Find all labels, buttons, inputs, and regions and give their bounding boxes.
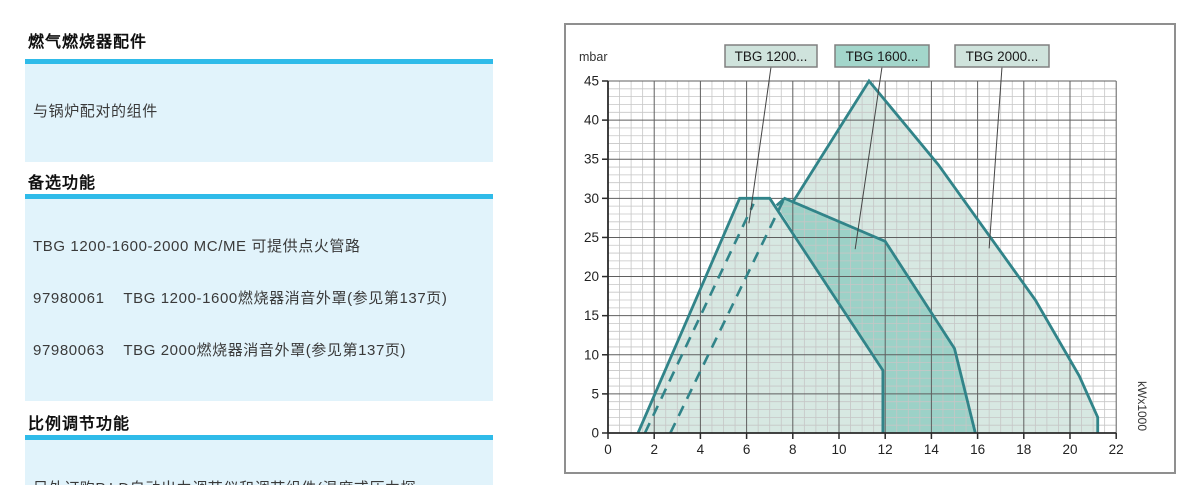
heading-proportional-control: 比例调节功能 <box>28 416 131 433</box>
x-tick-label: 4 <box>697 442 705 457</box>
y-tick-label: 5 <box>591 386 599 401</box>
spec-text-panel: 燃气燃烧器配件 与锅炉配对的组件 备选功能 TBG 1200-1600-2000… <box>25 28 493 485</box>
series-label-box-TBG 1200... <box>724 44 818 68</box>
x-tick-label: 14 <box>924 442 940 457</box>
series-outline-TBG 1200... <box>636 196 885 434</box>
y-axis-unit-label: mbar <box>579 50 607 64</box>
y-tick-label: 20 <box>584 269 599 284</box>
series-dashed-edge-TBG 1600... <box>669 199 785 434</box>
x-tick-label: 22 <box>1109 442 1124 457</box>
intro-block: 与锅炉配对的组件 <box>25 64 493 162</box>
series-outline-TBG 1600... <box>775 196 977 434</box>
optional-line: TBG 1200-1600-2000 MC/ME 可提供点火管路 <box>33 238 361 255</box>
proportional-text: 另外订购P.I.D自动出力调节仪和调节组件(温度或压力探 头)，燃烧器即可实现比… <box>33 479 487 485</box>
page-title: 燃气燃烧器配件 <box>28 34 148 51</box>
x-tick-label: 20 <box>1062 442 1077 457</box>
series-outline-TBG 2000... <box>791 78 1100 433</box>
section-divider-bar <box>25 59 493 64</box>
y-tick-label: 30 <box>584 191 599 206</box>
series-label-text: TBG 1200... <box>735 49 808 64</box>
section-divider-bar <box>25 435 493 440</box>
y-tick-label: 15 <box>584 308 599 323</box>
y-tick-label: 35 <box>584 152 599 167</box>
x-tick-label: 16 <box>970 442 985 457</box>
x-tick-label: 2 <box>650 442 658 457</box>
heading-optional-features: 备选功能 <box>28 175 97 192</box>
y-tick-label: 10 <box>584 347 599 362</box>
x-axis-unit-label: kWx1000 <box>1135 381 1149 431</box>
series-label-text: TBG 2000... <box>966 49 1039 64</box>
y-tick-label: 40 <box>584 113 599 128</box>
label-leader-line <box>988 66 1003 249</box>
working-field-chart-frame: 0 5 10 15 20 25 30 35 40 45 0 2 4 6 8 10 12 14 16 18 20 22 mba… <box>564 23 1176 474</box>
label-leader-line <box>748 66 772 224</box>
series-label-box-TBG 1600... <box>834 44 930 68</box>
optional-line: 97980063 TBG 2000燃烧器消音外罩(参见第137页) <box>33 342 407 359</box>
optional-line: 97980061 TBG 1200-1600燃烧器消音外罩(参见第137页) <box>33 290 448 307</box>
series-fill-TBG 2000... <box>792 81 1098 433</box>
intro-text: 与锅炉配对的组件 <box>33 103 158 120</box>
x-tick-label: 10 <box>831 442 846 457</box>
pressure-output-chart: 0 5 10 15 20 25 30 35 40 45 0 2 4 6 8 10 12 14 16 18 20 22 mba… <box>579 44 1149 457</box>
x-tick-label: 12 <box>878 442 893 457</box>
x-tick-label: 0 <box>604 442 612 457</box>
optional-features-block: TBG 1200-1600-2000 MC/ME 可提供点火管路 9798006… <box>25 199 493 401</box>
y-tick-label: 45 <box>584 74 599 89</box>
x-tick-label: 6 <box>743 442 751 457</box>
y-tick-label: 25 <box>584 230 599 245</box>
x-tick-label: 8 <box>789 442 797 457</box>
label-leader-line <box>854 66 883 250</box>
proportional-control-block: 另外订购P.I.D自动出力调节仪和调节组件(温度或压力探 头)，燃烧器即可实现比… <box>25 440 493 485</box>
series-dashed-edge-TBG 1200... <box>643 203 755 434</box>
series-label-box-TBG 2000... <box>954 44 1050 68</box>
x-tick-label: 18 <box>1016 442 1031 457</box>
section-divider-bar <box>25 194 493 199</box>
series-label-text: TBG 1600... <box>846 49 919 64</box>
y-tick-label: 0 <box>591 425 599 440</box>
